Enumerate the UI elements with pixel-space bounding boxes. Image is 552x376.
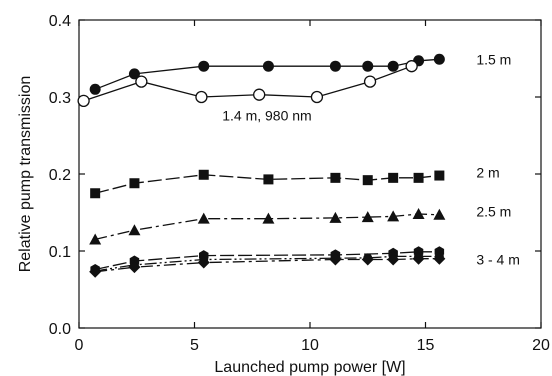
- series-1-point-2: [195, 90, 208, 104]
- series-line-6: [95, 258, 440, 273]
- series-1-point-6: [405, 60, 418, 73]
- y-tick-label-0: 0.0: [49, 321, 71, 338]
- x-tick-label-0: 0: [75, 337, 84, 354]
- series-6-point-3: [329, 253, 342, 266]
- series-0-point-1: [128, 68, 140, 80]
- annotation-4: 3 - 4 m: [476, 251, 520, 267]
- series-6-point-7: [433, 252, 446, 265]
- series-6-point-4: [361, 253, 374, 266]
- series-2-point-3: [263, 174, 274, 185]
- series-3-point-0: [89, 233, 102, 245]
- series-line-5: [95, 255, 440, 272]
- series-0-point-2: [198, 60, 210, 72]
- x-tick-label-1: 5: [190, 337, 199, 354]
- series-6-point-5: [387, 253, 400, 266]
- series-0-point-5: [362, 60, 374, 72]
- series-markers: [77, 53, 446, 278]
- x-axis-title: Launched pump power [W]: [214, 359, 405, 376]
- series-1-point-0: [77, 94, 90, 107]
- series-0-point-4: [329, 60, 341, 72]
- series-0-point-8: [433, 53, 445, 65]
- series-1-point-5: [363, 75, 377, 88]
- y-tick-label-3: 0.3: [49, 90, 71, 107]
- series-line-3: [95, 213, 440, 241]
- series-3-point-7: [412, 208, 425, 220]
- series-0-point-0: [89, 83, 101, 95]
- annotation-0: 1.5 m: [476, 51, 511, 67]
- series-6-point-0: [89, 265, 102, 278]
- y-axis-title: Relative pump transmission: [17, 76, 34, 273]
- series-2-point-5: [362, 175, 373, 186]
- series-6-point-1: [128, 261, 141, 274]
- series-2-point-1: [129, 178, 140, 189]
- y-tick-label-1: 0.1: [49, 244, 71, 261]
- y-tick-label-2: 0.2: [49, 167, 71, 184]
- series-3-point-2: [197, 212, 210, 224]
- y-tick-label-4: 0.4: [49, 13, 71, 30]
- annotation-3: 2.5 m: [476, 204, 511, 220]
- series-3-point-4: [329, 211, 342, 223]
- series-6-point-6: [412, 252, 425, 265]
- series-3-point-3: [262, 212, 275, 224]
- series-3-point-6: [387, 210, 400, 222]
- series-1-point-1: [135, 75, 148, 88]
- series-2-point-0: [90, 188, 101, 199]
- series-2-point-2: [198, 169, 209, 180]
- axis-ticks: 0 5 10 15 20 0.0 0.1 0.2 0.3 0.4: [49, 13, 550, 354]
- x-tick-label-3: 15: [417, 337, 435, 354]
- x-tick-label-2: 10: [301, 337, 319, 354]
- x-tick-label-4: 20: [532, 337, 550, 354]
- series-2-point-4: [330, 172, 341, 183]
- series-0-point-6: [387, 60, 399, 72]
- series-1-point-3: [253, 88, 266, 101]
- series-1-point-4: [310, 90, 324, 104]
- series-2-point-6: [388, 172, 399, 183]
- series-3-point-5: [361, 211, 374, 223]
- series-0-point-3: [262, 60, 274, 72]
- series-2-point-8: [434, 170, 445, 181]
- series-3-point-1: [128, 224, 141, 236]
- series-2-point-7: [413, 172, 424, 183]
- annotation-1: 1.4 m, 980 nm: [222, 107, 312, 123]
- series-3-point-8: [433, 208, 446, 220]
- annotation-2: 2 m: [476, 164, 499, 180]
- annotations: 1.5 m 1.4 m, 980 nm 2 m 2.5 m 3 - 4 m: [222, 51, 520, 267]
- series-6-point-2: [197, 256, 210, 269]
